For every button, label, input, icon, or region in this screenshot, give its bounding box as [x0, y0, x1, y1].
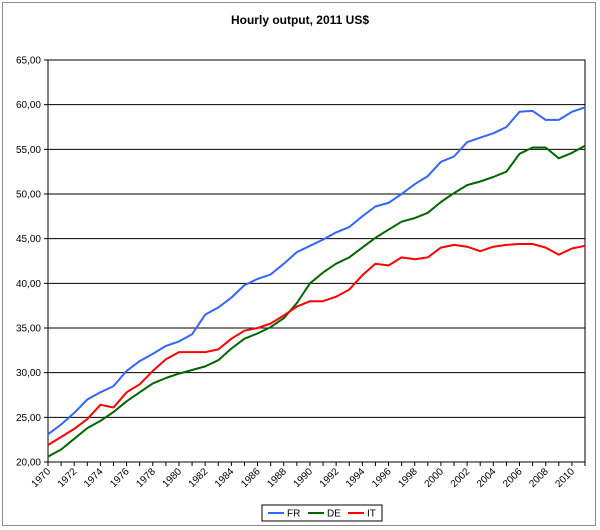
legend-label-it: IT [367, 509, 376, 520]
y-tick-label: 30,00 [16, 368, 41, 379]
y-tick-label: 35,00 [16, 324, 41, 335]
x-tick-label: 1974 [82, 466, 106, 490]
x-tick-label: 1982 [187, 466, 211, 490]
x-tick-label: 1970 [30, 466, 54, 490]
x-tick-label: 1972 [56, 466, 80, 490]
y-tick-label: 60,00 [16, 100, 41, 111]
x-tick-label: 1992 [318, 466, 342, 490]
x-tick-label: 1998 [396, 466, 420, 490]
x-tick-label: 1986 [239, 466, 263, 490]
y-tick-label: 20,00 [16, 458, 41, 469]
y-tick-label: 45,00 [16, 234, 41, 245]
y-tick-label: 50,00 [16, 190, 41, 201]
legend: FR DE IT [261, 504, 383, 522]
y-tick-label: 40,00 [16, 279, 41, 290]
x-axis-ticks: 1970 1972 1974 1976 1978 1980 1982 1984 1986 1988… [30, 462, 586, 490]
x-tick-label: 1994 [344, 466, 368, 490]
x-tick-label: 1976 [108, 466, 132, 490]
y-tick-label: 25,00 [16, 413, 41, 424]
x-tick-label: 1984 [213, 466, 237, 490]
x-tick-label: 2006 [501, 466, 525, 490]
x-tick-label: 1988 [265, 466, 289, 490]
y-axis-ticks: 20,00 25,00 30,00 35,00 40,00 45,00 50,00 55,00… [16, 56, 48, 469]
x-tick-label: 1978 [134, 466, 158, 490]
y-tick-label: 55,00 [16, 145, 41, 156]
series-lines [47, 106, 586, 458]
x-tick-label: 2008 [527, 466, 551, 490]
x-tick-label: 2004 [475, 466, 499, 490]
x-tick-label: 2002 [449, 466, 473, 490]
legend-label-de: DE [327, 509, 341, 520]
x-tick-label: 1996 [370, 466, 394, 490]
legend-label-fr: FR [287, 509, 300, 520]
y-tick-label: 65,00 [16, 56, 41, 67]
chart-title: Hourly output, 2011 US$ [231, 13, 369, 27]
gridlines [48, 59, 585, 463]
x-tick-label: 1990 [292, 466, 316, 490]
series-line-fr [47, 106, 586, 436]
plot-area [47, 59, 586, 463]
x-tick-label: 2000 [423, 466, 447, 490]
series-line-it [47, 243, 586, 446]
x-tick-label: 1980 [161, 466, 185, 490]
chart-frame [2, 2, 596, 526]
series-line-de [47, 144, 586, 458]
x-tick-label: 2010 [554, 466, 578, 490]
